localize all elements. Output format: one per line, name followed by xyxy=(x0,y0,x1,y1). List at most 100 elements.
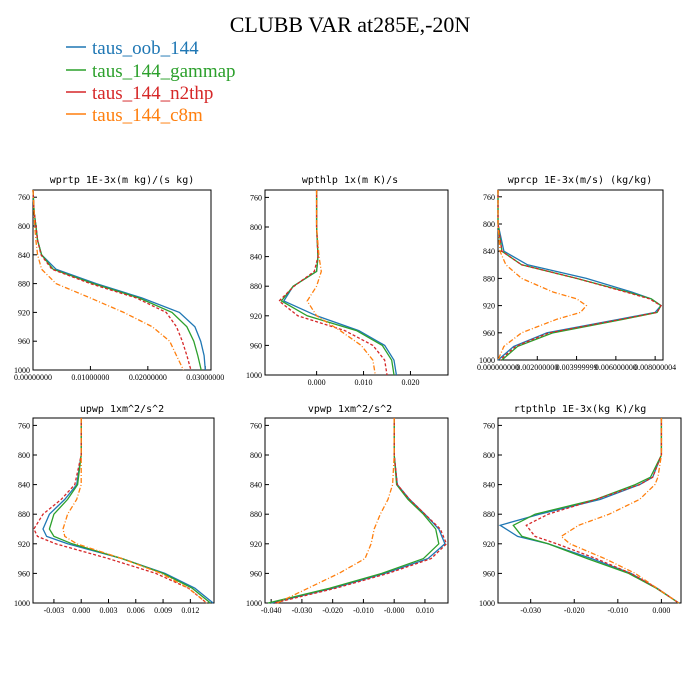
x-tick-label: -0.010 xyxy=(353,606,374,615)
y-tick-label: 1000 xyxy=(14,366,30,375)
x-tick-label: 0.000000000 xyxy=(477,363,519,372)
x-tick-label: 0.000 xyxy=(652,606,670,615)
y-tick-label: 760 xyxy=(250,193,262,202)
panel-wprcp: wprcp 1E-3x(m/s) (kg/kg) 760 800 840 880 920… xyxy=(477,175,676,372)
y-tick-label: 840 xyxy=(483,247,495,256)
y-tick-label: 840 xyxy=(18,251,30,260)
y-tick-label: 760 xyxy=(18,421,30,430)
panel-title: vpwp 1xm^2/s^2 xyxy=(308,404,392,415)
y-tick-label: 1000 xyxy=(479,599,495,608)
plot-frame xyxy=(32,417,215,604)
y-tick-label: 840 xyxy=(250,481,262,490)
x-tick-label: 0.03000000 xyxy=(186,373,224,382)
x-tick-label: -0.020 xyxy=(322,606,343,615)
plot-frame xyxy=(264,417,449,604)
y-tick-label: 920 xyxy=(18,540,30,549)
y-tick-label: 800 xyxy=(250,451,262,460)
series-line xyxy=(62,418,208,604)
y-tick-label: 960 xyxy=(483,569,495,578)
x-tick-label: 0.009 xyxy=(154,606,172,615)
x-tick-label: 0.003 xyxy=(99,606,117,615)
y-tick-label: 920 xyxy=(250,540,262,549)
x-tick-label: 0.02000000 xyxy=(129,373,167,382)
y-tick-label: 880 xyxy=(250,282,262,291)
legend-entry: taus_oob_144 xyxy=(66,38,199,59)
x-tick-label: -0.030 xyxy=(520,606,541,615)
y-tick-label: 840 xyxy=(18,481,30,490)
panel-marks: 760 800 840 880 920 960 10000.0000000000.00200… xyxy=(477,190,676,372)
panel-title: wprcp 1E-3x(m/s) (kg/kg) xyxy=(508,175,653,186)
y-tick-label: 840 xyxy=(250,253,262,262)
series-line xyxy=(32,189,192,371)
legend-entry: taus_144_c8m xyxy=(66,105,203,126)
panel-wprtp: wprtp 1E-3x(m kg)/(s kg) 760 800 840 880 920… xyxy=(14,175,224,382)
x-tick-label: 0.012 xyxy=(181,606,199,615)
panel-title: rtpthlp 1E-3x(kg K)/kg xyxy=(514,404,646,415)
x-tick-label: 0.01000000 xyxy=(71,373,109,382)
y-tick-label: 960 xyxy=(250,341,262,350)
series-line xyxy=(277,418,395,604)
legend-entry: taus_144_gammap xyxy=(66,61,236,82)
x-tick-label: -0.040 xyxy=(261,606,282,615)
series-line xyxy=(42,418,214,604)
y-tick-label: 800 xyxy=(18,451,30,460)
y-tick-label: 880 xyxy=(483,510,495,519)
series-line xyxy=(278,190,388,376)
x-tick-label: -0.000 xyxy=(384,606,405,615)
y-tick-label: 800 xyxy=(483,451,495,460)
series-line xyxy=(32,189,184,371)
plot-frame xyxy=(32,189,212,371)
y-tick-label: 960 xyxy=(483,329,495,338)
x-tick-label: 0.006 xyxy=(127,606,145,615)
panel-vpwp: vpwp 1xm^2/s^2 7608008408809209601000-0.… xyxy=(246,404,449,615)
x-tick-label: -0.010 xyxy=(607,606,628,615)
y-tick-label: 920 xyxy=(250,312,262,321)
x-tick-label: 0.002000000 xyxy=(516,363,558,372)
legend-label: taus_144_n2thp xyxy=(92,83,213,104)
y-tick-label: 760 xyxy=(483,193,495,202)
legend-label: taus_oob_144 xyxy=(92,38,199,59)
x-tick-label: -0.030 xyxy=(292,606,313,615)
figure-title: CLUBB VAR at285E,-20N xyxy=(230,12,471,37)
y-tick-label: 920 xyxy=(483,302,495,311)
panel-marks: 760 800 840 880 920 960 1000-0.040 -0.030 -0.020… xyxy=(246,418,448,615)
panel-title: upwp 1xm^2/s^2 xyxy=(80,404,164,415)
legend-label: taus_144_gammap xyxy=(92,61,236,82)
y-tick-label: 800 xyxy=(18,222,30,231)
y-tick-label: 880 xyxy=(483,274,495,283)
panel-title: wprtp 1E-3x(m kg)/(s kg) xyxy=(50,175,195,186)
plot-frame xyxy=(497,417,682,604)
series-line xyxy=(497,190,662,361)
panel-marks: 760 800 840 880 920 960 1000 -0.003 0.000 0.003 0.… xyxy=(14,418,214,615)
y-tick-label: 880 xyxy=(250,510,262,519)
plot-frame xyxy=(497,189,664,361)
y-tick-label: 920 xyxy=(483,540,495,549)
y-tick-label: 1000 xyxy=(14,599,30,608)
panel-wpthlp: wpthlp 1x(m K)/s 760 800 840 880 920 960 1000 0… xyxy=(246,175,449,387)
y-tick-label: 760 xyxy=(250,421,262,430)
x-tick-label: 0.010 xyxy=(355,378,373,387)
series-line xyxy=(274,418,448,604)
x-tick-label: 0.008000004 xyxy=(634,363,676,372)
x-tick-label: 0.020 xyxy=(401,378,419,387)
y-tick-label: 960 xyxy=(250,569,262,578)
x-tick-label: 0.003999999 xyxy=(556,363,598,372)
y-tick-label: 880 xyxy=(18,280,30,289)
legend: taus_oob_144 taus_144_gammap taus_144_n2… xyxy=(66,38,236,126)
panel-marks: 760 800 840 880 920 960 1000 -0.030 -0.020 -0.010… xyxy=(479,418,680,615)
y-tick-label: 960 xyxy=(18,569,30,578)
panel-marks: 760 800 840 880 920 960 10000.00000000 0.010000… xyxy=(14,189,224,382)
y-tick-label: 880 xyxy=(18,510,30,519)
series-line xyxy=(306,190,376,376)
series-line xyxy=(525,418,680,604)
series-line xyxy=(497,190,588,361)
x-tick-label: -0.020 xyxy=(564,606,585,615)
x-tick-label: 0.000 xyxy=(308,378,326,387)
y-tick-label: 920 xyxy=(18,308,30,317)
panel-upwp: upwp 1xm^2/s^2 760 800 840 880 920 960 1000 -0.… xyxy=(14,404,215,615)
series-line xyxy=(33,418,208,604)
x-tick-label: 0.00000000 xyxy=(14,373,52,382)
series-line xyxy=(512,418,680,604)
y-tick-label: 840 xyxy=(483,481,495,490)
